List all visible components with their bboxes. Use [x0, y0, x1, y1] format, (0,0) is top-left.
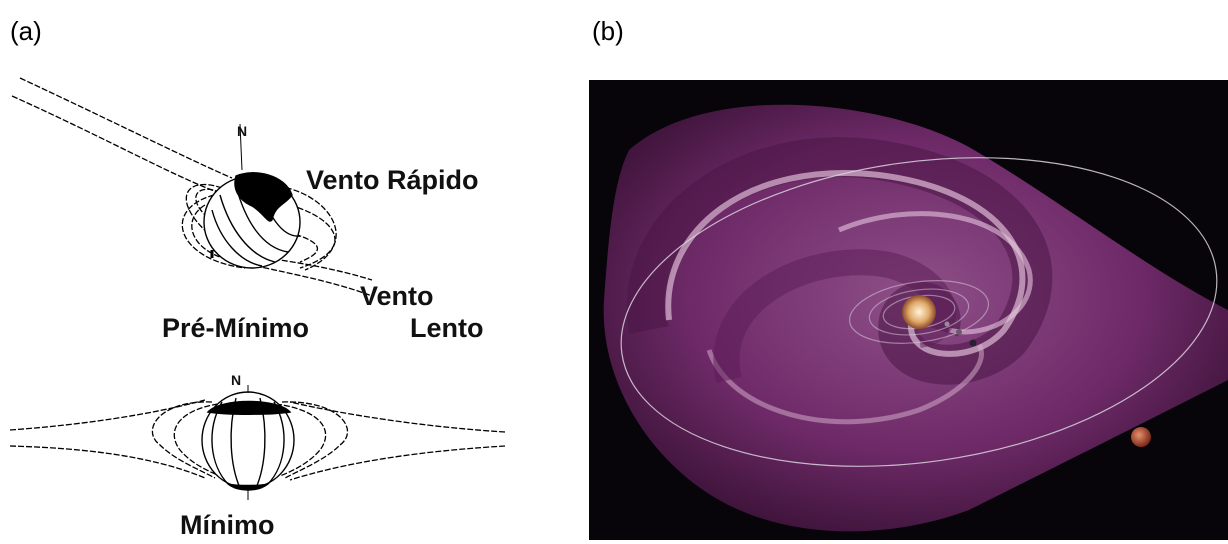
- fast-wind-label: Vento Rápido: [306, 165, 479, 195]
- magnetic-field-diagram: [9, 77, 506, 500]
- north-label-minimum: N: [231, 372, 242, 388]
- minimum-label: Mínimo: [180, 510, 275, 540]
- pre-minimum-label: Pré-Mínimo: [162, 313, 310, 343]
- pre-minimum-sun: [203, 123, 301, 269]
- spiral-highlight-3: [706, 343, 984, 425]
- spiral-highlight-1: [665, 170, 1026, 357]
- slow-wind-label-line1: Vento: [360, 281, 434, 311]
- planet-orbits: [620, 157, 1218, 467]
- inner-planet-1: [944, 321, 950, 327]
- panel-a-label: (a): [10, 16, 42, 46]
- slow-wind-label-line2: Lento: [410, 313, 484, 343]
- spiral-highlight-2: [838, 211, 1033, 335]
- minimum-sun: [201, 385, 295, 500]
- minimum-field-lines: [9, 399, 506, 481]
- inner-planet-3: [969, 339, 977, 347]
- spiral-layer-2: [713, 249, 956, 384]
- north-label-pre-minimum: N: [237, 123, 248, 139]
- inner-planet-2: [956, 329, 962, 335]
- outer-planet: [1131, 427, 1151, 447]
- panel-b-label: (b): [592, 16, 624, 46]
- sun-icon: [902, 295, 936, 329]
- heliospheric-current-sheet-image: [589, 80, 1228, 540]
- spiral-layer-1: [626, 137, 1053, 385]
